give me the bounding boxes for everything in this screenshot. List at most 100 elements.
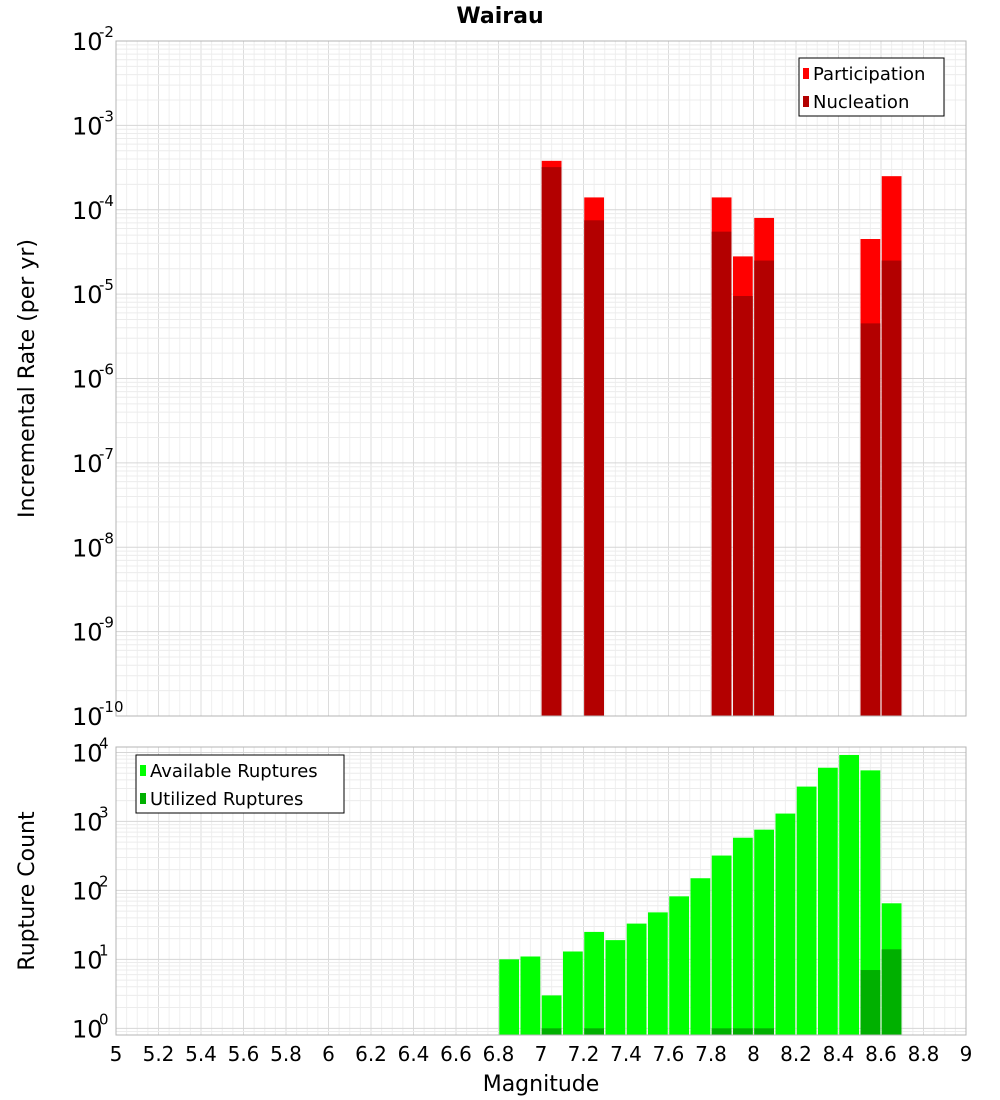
x-tick-label: 5.6 <box>228 1042 260 1066</box>
y-tick-label: 103 <box>72 803 109 836</box>
bar <box>796 786 817 1035</box>
x-tick-label: 7 <box>535 1042 548 1066</box>
bar <box>669 896 689 1035</box>
y-tick-base: 10 <box>72 703 103 731</box>
y-tick-exponent: 1 <box>99 941 109 959</box>
chart-title: Wairau <box>456 4 543 29</box>
x-tick-label: 9 <box>960 1042 973 1066</box>
x-tick-label: 7.8 <box>695 1042 727 1066</box>
bar <box>860 770 881 1035</box>
plot-frame <box>115 746 967 1036</box>
legend-label: Nucleation <box>813 92 909 113</box>
bar <box>839 754 859 1035</box>
y-tick-label: 104 <box>72 734 109 767</box>
bar <box>605 940 626 1035</box>
series-2 <box>541 167 902 717</box>
bar <box>733 296 753 716</box>
x-tick-label: 6 <box>322 1042 335 1066</box>
bar <box>754 260 774 716</box>
y-tick-exponent: -8 <box>99 529 114 547</box>
x-tick-label: 6.8 <box>483 1042 515 1066</box>
legend: Participation Nucleation <box>798 57 945 117</box>
bar <box>541 995 562 1035</box>
x-tick-label: 5.4 <box>185 1042 217 1066</box>
x-tick-label: 8 <box>747 1042 760 1066</box>
x-tick-label: 5 <box>110 1042 123 1066</box>
series-2 <box>541 949 902 1035</box>
plot-frame <box>115 40 967 717</box>
y-tick-label: 10-2 <box>72 23 114 56</box>
bar <box>818 767 838 1035</box>
y-tick-base: 10 <box>72 281 103 309</box>
legend-swatch <box>803 68 809 79</box>
legend-swatch <box>140 765 146 776</box>
y-tick-base: 10 <box>72 366 103 394</box>
y-tick-exponent: -2 <box>99 23 114 41</box>
bar <box>881 260 902 716</box>
x-tick-label: 6.2 <box>355 1042 387 1066</box>
legend-swatch <box>803 96 809 107</box>
x-tick-label: 5.8 <box>270 1042 302 1066</box>
y-tick-label: 10-9 <box>72 614 114 647</box>
y-tick-base: 10 <box>72 450 103 478</box>
chart-panel-1: 10-1010-910-810-710-610-510-410-310-2Inc… <box>15 4 967 731</box>
bar <box>733 1028 753 1035</box>
bar <box>860 970 881 1035</box>
x-tick-label: 8.4 <box>823 1042 855 1066</box>
x-axis-title: Magnitude <box>483 1072 600 1097</box>
y-tick-exponent: -10 <box>99 698 124 716</box>
bar <box>775 813 796 1035</box>
y-axis-title: Incremental Rate (per yr) <box>15 239 40 518</box>
bar <box>541 1028 562 1035</box>
y-tick-exponent: 2 <box>99 872 109 890</box>
y-tick-exponent: -6 <box>99 361 114 379</box>
y-tick-label: 102 <box>72 872 109 905</box>
x-tick-label: 6.4 <box>398 1042 430 1066</box>
y-tick-base: 10 <box>72 946 103 974</box>
bar <box>584 220 604 717</box>
y-tick-exponent: 3 <box>99 803 109 821</box>
legend-label: Participation <box>813 64 925 85</box>
y-axis-title: Rupture Count <box>15 811 40 971</box>
y-tick-base: 10 <box>72 28 103 56</box>
bar <box>733 837 753 1035</box>
y-tick-exponent: -7 <box>99 445 114 463</box>
bar <box>690 878 711 1035</box>
x-tick-label: 6.6 <box>440 1042 472 1066</box>
series-1 <box>499 754 902 1035</box>
legend: Available Ruptures Utilized Ruptures <box>135 754 345 814</box>
y-tick-exponent: -9 <box>99 614 114 632</box>
y-tick-label: 10-4 <box>72 192 114 225</box>
y-tick-base: 10 <box>72 534 103 562</box>
bar <box>754 829 774 1035</box>
y-tick-label: 10-10 <box>72 698 124 731</box>
y-tick-label: 10-3 <box>72 107 114 140</box>
bar <box>584 931 604 1035</box>
bar <box>711 231 732 716</box>
y-tick-label: 10-8 <box>72 529 114 562</box>
bar <box>754 1028 774 1035</box>
y-tick-base: 10 <box>72 619 103 647</box>
x-tick-label: 7.4 <box>610 1042 642 1066</box>
x-tick-label: 8.6 <box>865 1042 897 1066</box>
y-tick-base: 10 <box>72 1015 103 1043</box>
y-tick-exponent: -5 <box>99 276 114 294</box>
y-tick-exponent: -3 <box>99 107 114 125</box>
legend-box <box>798 57 945 117</box>
grid <box>115 41 967 717</box>
legend-box <box>135 754 345 814</box>
y-tick-exponent: 4 <box>99 734 109 752</box>
x-tick-label: 7.2 <box>568 1042 600 1066</box>
bar <box>499 959 519 1035</box>
bar <box>860 323 881 716</box>
y-tick-exponent: -4 <box>99 192 114 210</box>
bar <box>648 912 668 1035</box>
y-tick-exponent: 0 <box>99 1010 109 1028</box>
y-tick-base: 10 <box>72 877 103 905</box>
bar <box>520 956 541 1035</box>
x-tick-label: 7.6 <box>653 1042 685 1066</box>
bar <box>541 167 562 716</box>
y-tick-label: 100 <box>72 1010 109 1043</box>
